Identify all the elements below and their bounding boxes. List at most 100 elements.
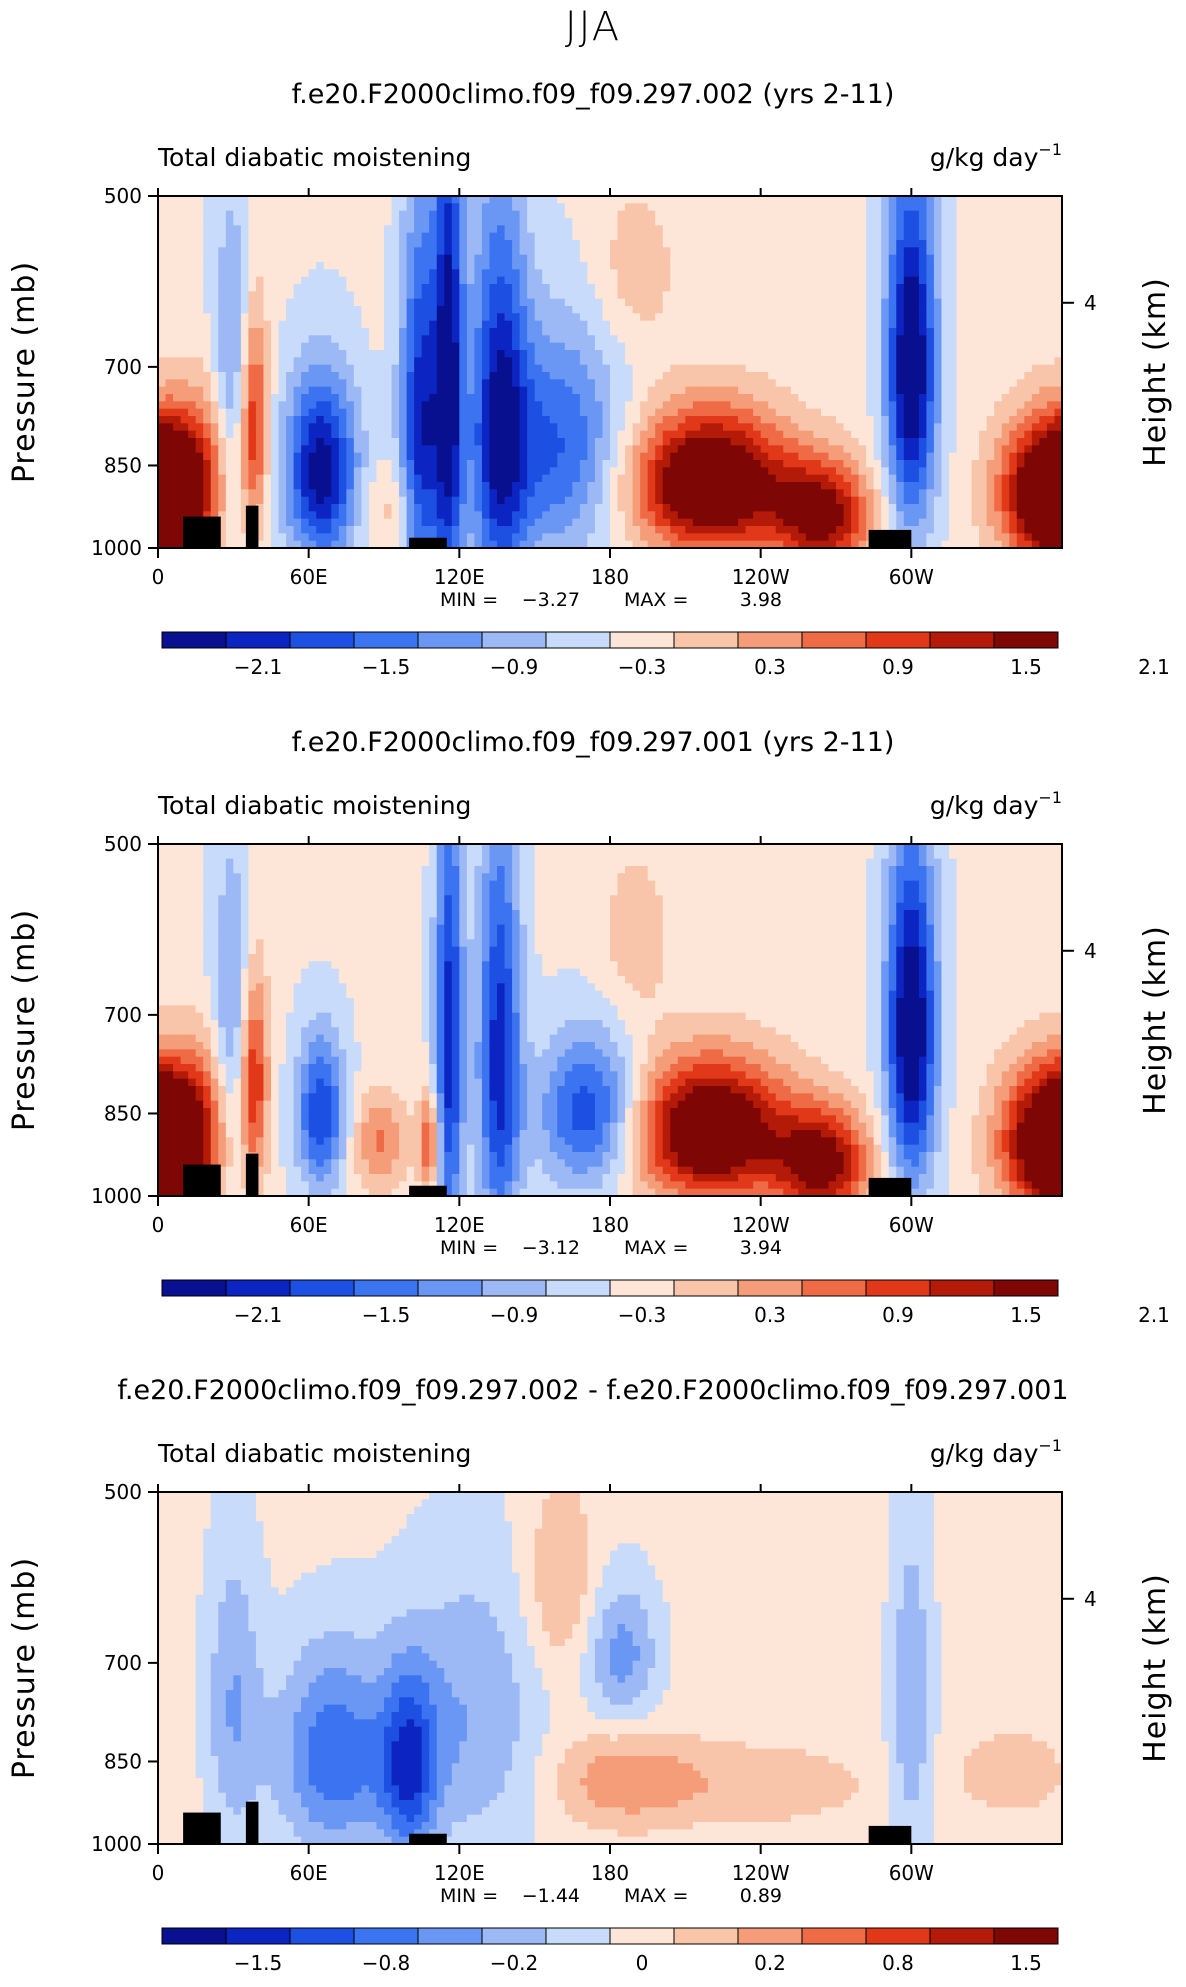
contour-cell <box>195 232 204 241</box>
contour-cell <box>1031 291 1040 300</box>
contour-cell <box>926 460 935 468</box>
contour-cell <box>1024 291 1033 300</box>
contour-cell <box>730 416 739 424</box>
contour-cell <box>497 423 506 432</box>
contour-cell <box>338 313 347 322</box>
contour-cell <box>399 291 408 300</box>
contour-cell <box>933 482 943 490</box>
contour-cell <box>240 460 249 468</box>
contour-cell <box>723 386 732 395</box>
contour-cell <box>994 298 1003 307</box>
contour-cell <box>677 445 686 454</box>
contour-cell <box>263 438 272 446</box>
contour-cell <box>790 218 799 226</box>
contour-cell <box>602 438 611 446</box>
contour-cell <box>949 438 958 446</box>
contour-cell <box>979 240 988 248</box>
contour-cell <box>278 225 287 234</box>
contour-cell <box>203 401 212 410</box>
contour-cell <box>730 364 739 373</box>
contour-cell <box>368 350 378 358</box>
contour-cell <box>301 232 310 241</box>
contour-cell <box>775 269 784 278</box>
contour-cell <box>240 306 249 314</box>
contour-cell <box>1046 364 1056 373</box>
contour-cell <box>240 467 249 476</box>
contour-cell <box>293 379 302 388</box>
contour-cell <box>587 474 596 483</box>
contour-cell <box>692 386 701 395</box>
contour-cell <box>964 452 973 461</box>
contour-cell <box>542 482 551 490</box>
contour-cell <box>338 474 347 483</box>
contour-cell <box>1024 262 1033 270</box>
contour-cell <box>173 416 182 424</box>
contour-cell <box>730 482 739 490</box>
contour-cell <box>248 203 257 212</box>
contour-cell <box>707 232 717 241</box>
contour-cell <box>263 445 272 454</box>
contour-cell <box>519 489 528 498</box>
contour-cell <box>1009 284 1018 292</box>
contour-cell <box>158 452 167 461</box>
contour-cell <box>1054 386 1063 395</box>
contour-cell <box>414 240 423 248</box>
contour-cell <box>828 408 837 417</box>
contour-cell <box>828 438 837 446</box>
contour-cell <box>316 276 325 285</box>
contour-cell <box>715 232 724 241</box>
contour-cell <box>346 306 355 314</box>
contour-cell <box>293 240 302 248</box>
contour-cell <box>361 232 370 241</box>
contour-cell <box>519 350 528 358</box>
contour-cell <box>685 416 694 424</box>
contour-cell <box>158 291 167 300</box>
contour-cell <box>1039 225 1048 234</box>
contour-cell <box>451 240 460 248</box>
contour-cell <box>225 372 234 380</box>
contour-cell <box>436 298 445 307</box>
contour-cell <box>233 262 242 270</box>
contour-cell <box>203 240 212 248</box>
contour-cell <box>723 335 732 344</box>
contour-cell <box>594 467 604 476</box>
contour-cell <box>323 394 332 402</box>
contour-cell <box>542 262 551 270</box>
contour-cell <box>534 269 543 278</box>
contour-cell <box>353 430 362 439</box>
contour-cell <box>278 386 287 395</box>
contour-cell <box>165 482 174 490</box>
contour-cell <box>557 489 566 498</box>
contour-cell <box>481 357 491 366</box>
contour-cell <box>790 203 799 212</box>
contour-cell <box>225 438 234 446</box>
contour-cell <box>497 357 506 366</box>
contour-cell <box>775 342 784 351</box>
contour-cell <box>1009 269 1018 278</box>
contour-cell <box>926 482 935 490</box>
contour-cell <box>843 350 852 358</box>
contour-cell <box>753 284 762 292</box>
contour-cell <box>466 284 475 292</box>
contour-cell <box>497 379 506 388</box>
contour-cell <box>723 254 732 263</box>
contour-cell <box>858 438 867 446</box>
contour-cell <box>165 284 174 292</box>
contour-cell <box>255 328 265 336</box>
contour-cell <box>866 364 875 373</box>
contour-cell <box>888 232 897 241</box>
contour-cell <box>188 240 197 248</box>
contour-cell <box>1031 262 1040 270</box>
contour-cell <box>361 467 370 476</box>
contour-cell <box>248 335 257 344</box>
contour-cell <box>316 240 325 248</box>
contour-cell <box>896 467 905 476</box>
contour-cell <box>353 232 362 241</box>
contour-cell <box>707 401 717 410</box>
contour-cell <box>775 423 784 432</box>
contour-cell <box>557 401 566 410</box>
contour-cell <box>444 254 453 263</box>
contour-cell <box>406 474 415 483</box>
contour-cell <box>436 313 445 322</box>
contour-cell <box>271 394 280 402</box>
